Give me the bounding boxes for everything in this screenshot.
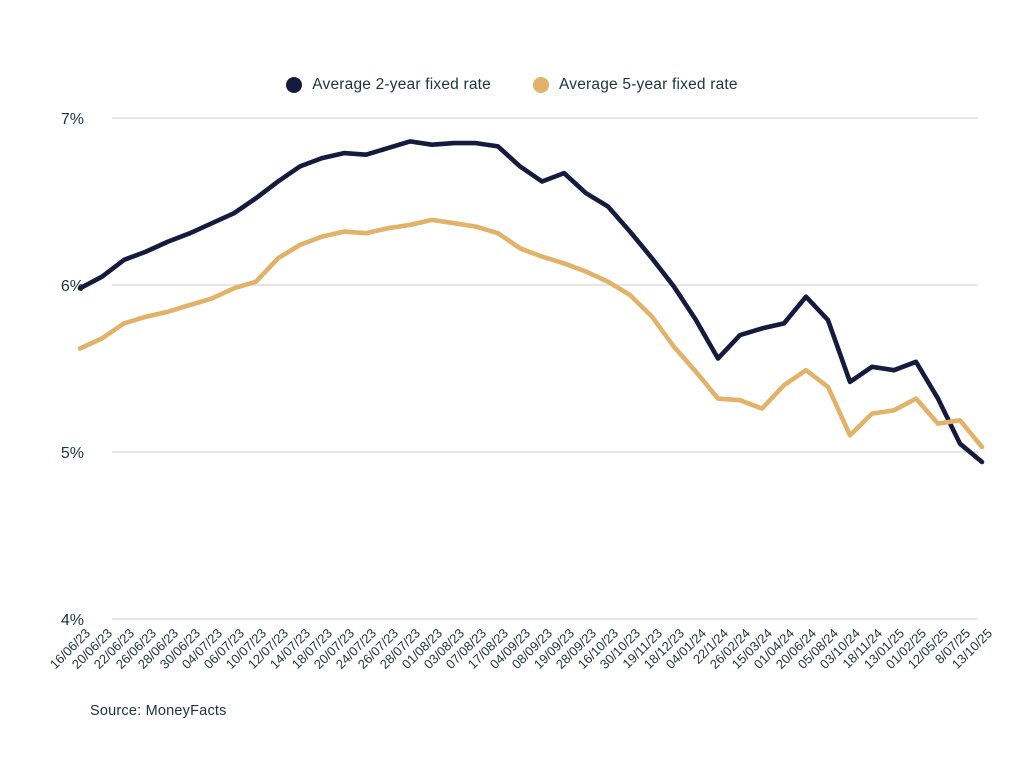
series-line-2-year: [77, 139, 985, 465]
y-axis-tick-label: 7%: [61, 111, 84, 128]
legend-marker-2-year-icon: [286, 77, 303, 93]
y-axis-tick-label: 6%: [61, 278, 84, 295]
legend-item-5-year[interactable]: Average 5-year fixed rate: [533, 76, 738, 94]
legend-label-2-year: Average 2-year fixed rate: [312, 76, 491, 93]
y-axis-tick-label: 5%: [61, 445, 84, 462]
legend-item-2-year[interactable]: Average 2-year fixed rate: [286, 76, 491, 94]
y-axis-tick-label: 4%: [61, 612, 84, 629]
series-line-5-year: [77, 217, 985, 450]
legend-marker-5-year-icon: [533, 77, 549, 93]
source-note: Source: MoneyFacts: [90, 703, 227, 719]
legend: Average 2-year fixed rate Average 5-year…: [0, 76, 1024, 94]
legend-label-5-year: Average 5-year fixed rate: [559, 76, 738, 93]
